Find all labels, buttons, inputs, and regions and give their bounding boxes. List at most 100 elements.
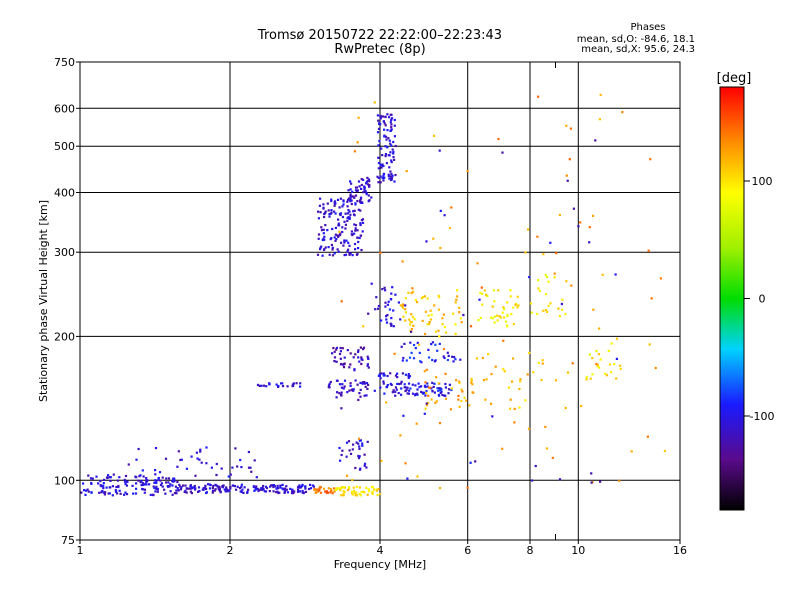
echo-point [344, 227, 347, 230]
echo-point [317, 233, 321, 236]
echo-point [393, 158, 396, 161]
echo-point [430, 313, 433, 316]
echo-point [340, 362, 343, 366]
echo-point [663, 449, 666, 453]
echo-point [338, 224, 341, 227]
echo-point [427, 401, 430, 405]
echo-point [443, 356, 446, 360]
echo-point [363, 464, 366, 467]
echo-point [577, 225, 580, 228]
echo-point [421, 319, 424, 322]
echo-point [169, 490, 172, 493]
echo-point [109, 476, 112, 479]
echo-point [391, 148, 394, 151]
echo-point [434, 343, 437, 346]
echo-point [404, 311, 407, 314]
echo-point [351, 388, 354, 391]
echo-point [108, 486, 111, 489]
echo-point [433, 360, 436, 363]
echo-point [501, 311, 504, 314]
echo-point [229, 487, 232, 490]
echo-point [491, 317, 494, 320]
echo-point [207, 483, 210, 486]
echo-point [558, 478, 562, 481]
echo-point [340, 494, 343, 497]
echo-point [514, 303, 517, 306]
echo-point [469, 325, 473, 328]
echo-point [598, 118, 601, 121]
echo-point [560, 302, 563, 306]
echo-point [385, 318, 388, 321]
echo-point [338, 352, 342, 356]
echo-point [615, 337, 619, 340]
echo-point [166, 485, 169, 488]
echo-point [336, 391, 339, 394]
echo-point [338, 233, 342, 237]
echo-point [345, 474, 349, 477]
echo-point [401, 305, 404, 308]
echo-point [342, 493, 345, 496]
echo-point [394, 173, 397, 177]
echo-point [174, 485, 177, 488]
echo-point [343, 379, 347, 382]
echo-point [374, 308, 377, 311]
echo-point [371, 490, 374, 493]
echo-point [338, 383, 342, 386]
echo-point [409, 341, 412, 344]
echo-point [156, 488, 159, 491]
echo-point [350, 492, 354, 495]
echo-point [335, 396, 338, 399]
echo-point [519, 380, 522, 383]
echo-point [194, 474, 197, 477]
echo-point [428, 386, 431, 389]
echo-point [434, 401, 437, 404]
echo-point [318, 204, 321, 207]
echo-point [357, 356, 360, 359]
echo-point [86, 488, 89, 491]
echo-point [530, 311, 533, 314]
echo-point [356, 141, 359, 144]
echo-point [357, 398, 360, 401]
x-tick-label: 8 [527, 544, 534, 557]
echo-point [390, 144, 393, 147]
echo-point [272, 484, 275, 487]
echo-point [418, 343, 421, 346]
echo-point [479, 291, 482, 294]
echo-point [352, 389, 355, 392]
echo-point [331, 227, 334, 231]
echo-point [260, 487, 263, 490]
echo-point [268, 490, 271, 493]
echo-point [357, 116, 360, 119]
echo-point [85, 489, 88, 492]
echo-point [137, 479, 140, 482]
echo-point [373, 488, 376, 491]
echo-point [517, 304, 520, 307]
colorbar-tick-label: -100 [750, 410, 775, 423]
echo-point [169, 483, 172, 486]
echo-point [393, 118, 396, 122]
echo-point [393, 180, 396, 183]
echo-point [378, 140, 381, 143]
echo-point [199, 450, 202, 453]
echo-point [195, 451, 198, 454]
echo-point [143, 491, 146, 494]
echo-point [328, 253, 331, 256]
echo-point [233, 485, 236, 488]
echo-point [211, 486, 214, 489]
echo-point [354, 224, 358, 227]
echo-point [324, 246, 327, 249]
echo-point [208, 483, 211, 486]
echo-point [236, 485, 239, 488]
echo-point [354, 248, 357, 251]
echo-point [615, 377, 618, 380]
echo-point [390, 126, 393, 129]
echo-point [177, 450, 180, 453]
echo-point [360, 490, 363, 493]
echo-point [384, 289, 387, 292]
echo-point [433, 304, 436, 307]
echo-point [349, 198, 352, 201]
echo-point [221, 485, 224, 488]
echo-point [107, 474, 110, 477]
echo-point [145, 477, 148, 480]
echo-point [218, 488, 221, 491]
